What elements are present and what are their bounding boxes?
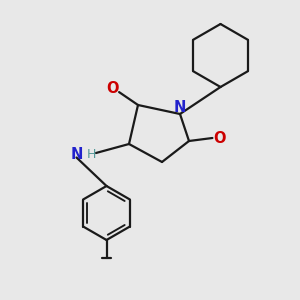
Text: N: N xyxy=(70,147,83,162)
Text: O: O xyxy=(106,81,119,96)
Text: N: N xyxy=(174,100,186,115)
Text: H: H xyxy=(87,148,96,161)
Text: O: O xyxy=(213,130,225,146)
